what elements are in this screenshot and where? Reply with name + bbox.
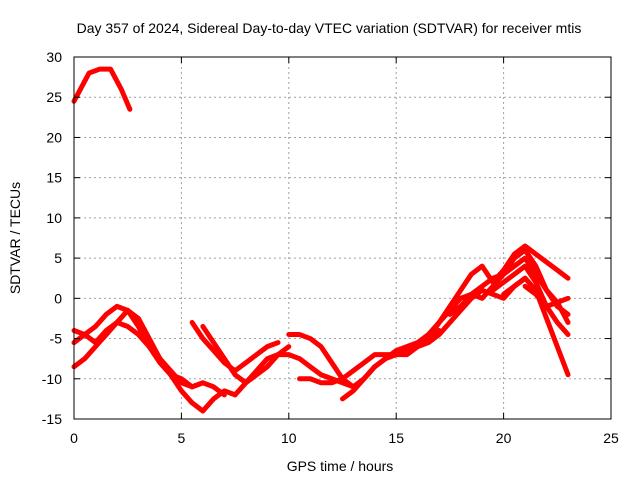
x-tick-label: 15 — [388, 430, 404, 446]
y-tick-label: 15 — [46, 170, 62, 186]
y-tick-label: 10 — [46, 210, 62, 226]
x-axis-label: GPS time / hours — [287, 458, 394, 474]
chart-title: Day 357 of 2024, Sidereal Day-to-day VTE… — [77, 20, 582, 36]
y-tick-label: 25 — [46, 89, 62, 105]
y-tick-label: -15 — [42, 411, 62, 427]
y-tick-label: -5 — [50, 331, 63, 347]
data-series — [71, 66, 571, 414]
y-tick-label: -10 — [42, 371, 62, 387]
y-axis-label: SDTVAR / TECUs — [7, 182, 23, 294]
series-track-15 — [501, 275, 571, 378]
y-tick-label: 20 — [46, 129, 62, 145]
y-tick-label: 0 — [54, 290, 62, 306]
x-tick-label: 0 — [70, 430, 78, 446]
series-track-4 — [71, 303, 206, 390]
y-tick-label: 5 — [54, 250, 62, 266]
series-track-3 — [71, 307, 238, 414]
series-track-13 — [468, 255, 571, 325]
series-track-1 — [71, 66, 133, 112]
x-axis-ticks: 0 5 10 15 20 25 — [70, 57, 619, 446]
series-track-16 — [522, 283, 571, 309]
series-track-7 — [232, 352, 356, 398]
x-tick-label: 20 — [496, 430, 512, 446]
x-tick-label: 10 — [281, 430, 297, 446]
grid-lines — [74, 57, 611, 419]
series-track-14 — [490, 263, 571, 338]
plot-frame — [73, 56, 612, 420]
x-tick-label: 25 — [603, 430, 619, 446]
x-tick-label: 5 — [178, 430, 186, 446]
y-tick-label: 30 — [46, 49, 62, 65]
y-axis-ticks: -15 -10 -5 0 5 10 15 20 25 30 — [42, 49, 611, 427]
